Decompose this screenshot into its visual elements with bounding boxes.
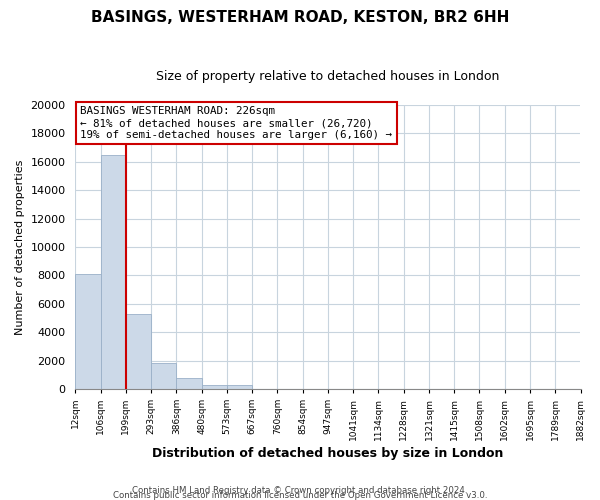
Bar	[76, 274, 101, 389]
Bar	[202, 384, 227, 389]
Bar	[227, 386, 252, 389]
Text: Contains public sector information licensed under the Open Government Licence v3: Contains public sector information licen…	[113, 491, 487, 500]
Text: BASINGS WESTERHAM ROAD: 226sqm
← 81% of detached houses are smaller (26,720)
19%: BASINGS WESTERHAM ROAD: 226sqm ← 81% of …	[80, 106, 392, 140]
Text: BASINGS, WESTERHAM ROAD, KESTON, BR2 6HH: BASINGS, WESTERHAM ROAD, KESTON, BR2 6HH	[91, 10, 509, 25]
Bar	[151, 364, 176, 389]
Y-axis label: Number of detached properties: Number of detached properties	[15, 160, 25, 334]
Title: Size of property relative to detached houses in London: Size of property relative to detached ho…	[156, 70, 500, 83]
Bar	[101, 154, 126, 389]
X-axis label: Distribution of detached houses by size in London: Distribution of detached houses by size …	[152, 447, 503, 460]
Text: Contains HM Land Registry data © Crown copyright and database right 2024.: Contains HM Land Registry data © Crown c…	[132, 486, 468, 495]
Bar	[126, 314, 151, 389]
Bar	[176, 378, 202, 389]
